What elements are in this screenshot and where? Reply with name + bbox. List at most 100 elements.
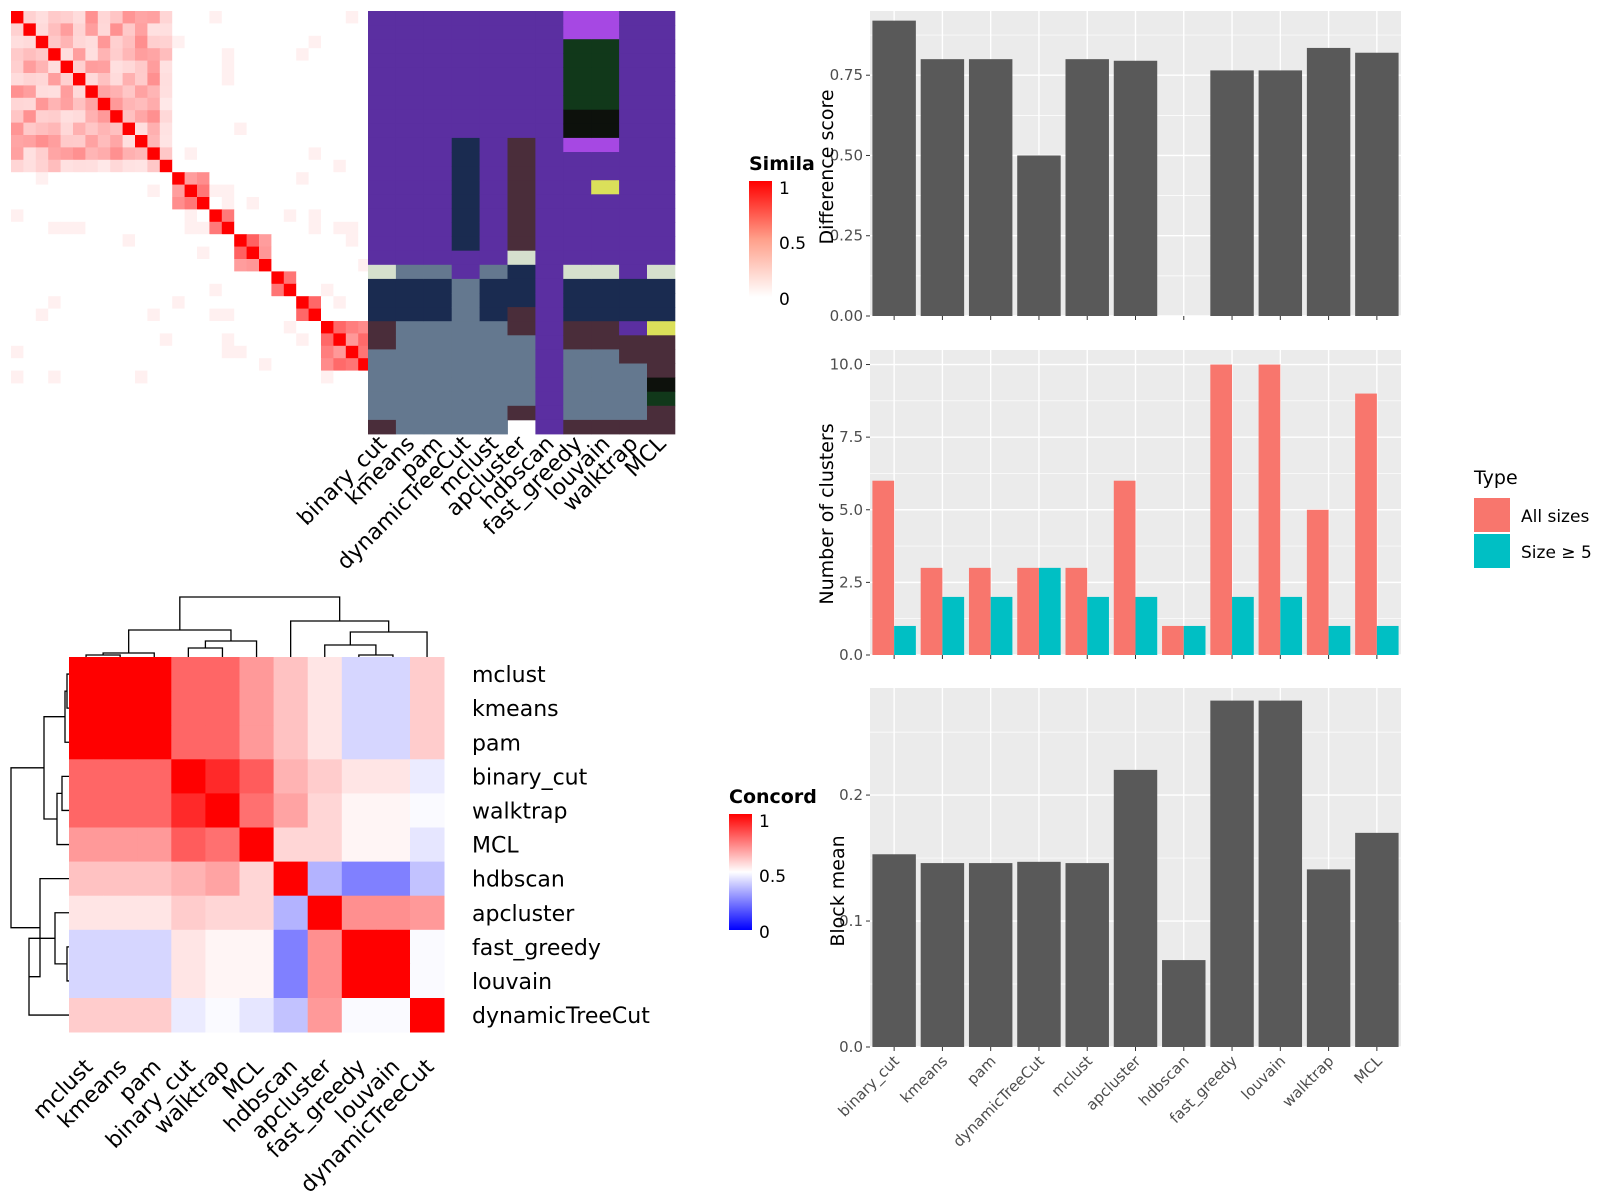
block-mean-bar — [1210, 700, 1254, 1047]
concordance-cell — [69, 861, 104, 897]
assignment-cell — [479, 208, 508, 223]
assignment-cell — [507, 152, 536, 167]
similarity-cell — [159, 73, 173, 86]
x-category-label: mclust — [1048, 1052, 1096, 1100]
similarity-cell — [110, 23, 123, 37]
assignment-cell — [479, 293, 508, 308]
similarity-cell — [184, 209, 198, 223]
concordance-cell — [205, 963, 240, 999]
similarity-cell — [60, 296, 74, 309]
similarity-cell — [97, 271, 111, 285]
assignment-cell — [451, 180, 480, 195]
similarity-cell — [11, 122, 24, 136]
assignment-cell — [423, 11, 453, 26]
assignment-cell — [535, 278, 564, 294]
similarity-cell — [234, 321, 247, 334]
assignment-cell — [535, 95, 564, 111]
concordance-row-label: louvain — [472, 970, 552, 995]
similarity-cell — [159, 110, 173, 123]
similarity-cell — [147, 35, 161, 49]
assignment-cell — [451, 152, 480, 167]
similarity-cell — [234, 135, 247, 148]
similarity-cell — [172, 135, 185, 148]
similarity-legend-tick: 0.5 — [779, 234, 806, 254]
assignment-cell — [395, 95, 425, 111]
similarity-cell — [345, 73, 359, 86]
assignment-cell — [368, 11, 397, 26]
assignment-cell — [619, 250, 648, 266]
x-category-label: pam — [963, 1052, 999, 1088]
assignment-cell — [368, 391, 397, 407]
similarity-cell — [73, 73, 86, 86]
similarity-cell — [283, 321, 297, 334]
similarity-cell — [85, 308, 99, 322]
similarity-cell — [23, 197, 37, 210]
similarity-cell — [172, 296, 185, 309]
assignment-cell — [591, 81, 620, 96]
similarity-cell — [48, 97, 61, 111]
similarity-cell — [60, 60, 74, 74]
all-sizes-bar — [1258, 364, 1281, 655]
block-mean-bar — [1258, 700, 1303, 1047]
assignment-cell — [423, 208, 453, 223]
similarity-cell — [209, 234, 223, 247]
similarity-cell — [283, 147, 297, 161]
concordance-cell — [103, 998, 138, 1033]
assignment-cell — [479, 391, 508, 407]
similarity-cell — [147, 23, 161, 37]
similarity-cell — [35, 370, 49, 384]
similarity-cell — [85, 321, 99, 334]
similarity-cell — [283, 23, 297, 37]
similarity-legend: Simila 1 0.5 0 — [749, 153, 815, 310]
similarity-cell — [221, 135, 235, 148]
similarity-cell — [271, 97, 285, 111]
concordance-cell — [273, 691, 309, 726]
assignment-cell — [368, 250, 397, 266]
concordance-cell — [273, 998, 309, 1033]
similarity-cell — [197, 197, 210, 210]
similarity-cell — [172, 308, 185, 322]
similarity-cell — [197, 333, 210, 347]
block-mean-axis-title: Block mean — [827, 835, 849, 946]
assignment-cell — [479, 236, 508, 252]
similarity-cell — [135, 296, 148, 309]
concordance-cell — [307, 827, 343, 862]
similarity-cell — [159, 296, 173, 309]
similarity-cell — [333, 246, 347, 260]
concordance-cell — [69, 657, 104, 692]
assignment-cell — [619, 137, 648, 153]
similarity-cell — [159, 209, 173, 223]
similarity-cell — [135, 345, 148, 359]
similarity-cell — [321, 234, 334, 247]
similarity-cell — [221, 370, 235, 384]
similarity-cell — [321, 48, 334, 61]
similarity-cell — [97, 221, 111, 235]
concordance-cell — [103, 929, 138, 965]
concordance-cell — [205, 998, 240, 1033]
concordance-cell — [205, 691, 240, 726]
similarity-cell — [333, 172, 347, 185]
similarity-cell — [345, 345, 359, 359]
similarity-cell — [271, 333, 285, 347]
concordance-cell — [410, 691, 445, 726]
size-ge-5-bar — [1232, 596, 1254, 655]
assignment-cell — [591, 236, 620, 252]
similarity-cell — [234, 11, 247, 24]
similarity-cell — [159, 221, 173, 235]
assignment-cell — [591, 11, 620, 26]
assignment-cell — [507, 250, 536, 266]
similarity-cell — [48, 370, 61, 384]
similarity-cell — [172, 271, 185, 285]
similarity-cell — [172, 35, 185, 49]
assignment-cell — [563, 236, 592, 252]
similarity-cell — [11, 259, 24, 272]
concordance-cell — [273, 657, 309, 692]
similarity-cell — [35, 35, 49, 49]
similarity-cell — [271, 85, 285, 99]
assignment-cell — [395, 363, 425, 378]
similarity-cell — [333, 85, 347, 99]
similarity-cell — [73, 184, 86, 198]
similarity-cell — [308, 135, 322, 148]
similarity-cell — [259, 184, 272, 198]
assignment-cell — [451, 109, 480, 125]
